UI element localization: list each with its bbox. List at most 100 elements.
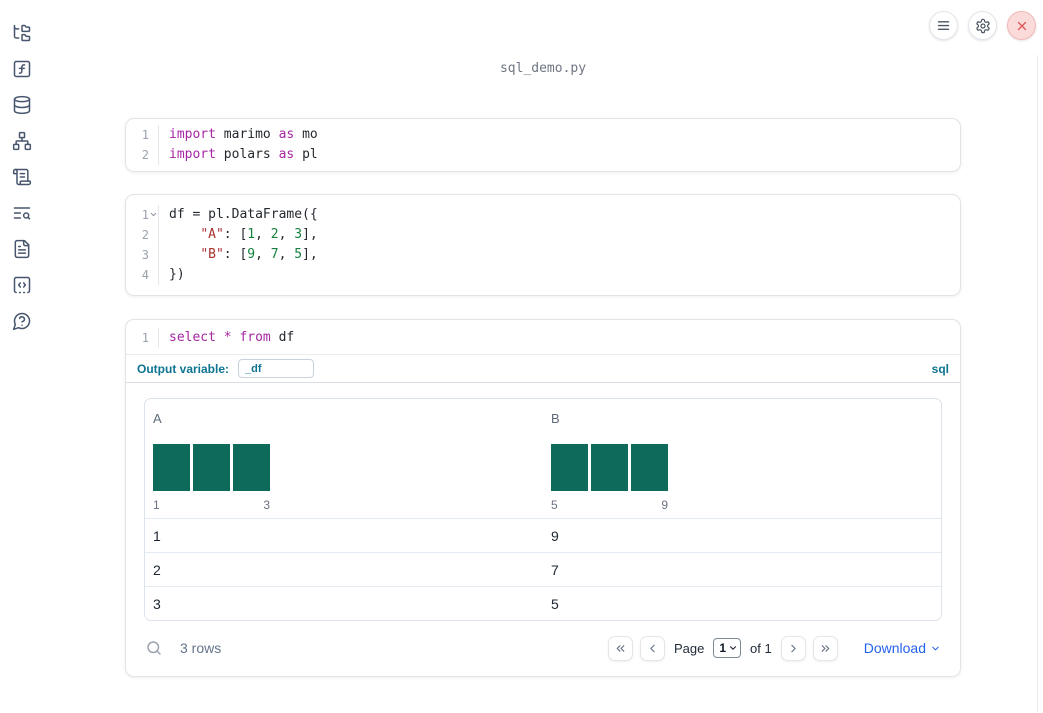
output-variable-input[interactable] [238,359,315,378]
column-b-header[interactable]: B 5 9 [543,411,941,512]
line-number: 1 [126,125,159,145]
code-text: "B": [9, 7, 5], [200,247,318,262]
notebook: sql_demo.py 1 import marimo as mo 2 import … [125,0,961,677]
table-footer: 3 rows Page 1 of 1 [144,630,942,666]
snippets-button[interactable] [10,275,34,295]
fold-chevron-icon[interactable] [149,210,158,219]
cell-value: 2 [153,561,161,578]
code-line[interactable]: 4}) [126,265,960,285]
code-line[interactable]: 2 import polars as pl [126,145,960,165]
code-editor[interactable]: 1 import marimo as mo 2 import polars as pl [126,125,960,165]
language-badge: sql [931,361,949,376]
hist-max-label: 9 [661,498,668,512]
documentation-button[interactable] [10,239,34,259]
help-circle-icon [12,312,31,331]
histogram-bar [551,444,588,491]
column-b-histogram [551,444,933,491]
download-button[interactable]: Download [864,640,941,656]
line-number: 1 [126,328,159,348]
notebook-filename[interactable]: sql_demo.py [499,61,587,76]
close-icon [1017,21,1026,30]
network-icon [12,131,32,151]
sql-cell: 1 select * from df Output variable: sql A… [125,319,961,677]
histogram-bar [631,444,668,491]
download-label: Download [863,640,926,656]
search-button[interactable] [145,639,163,657]
output-variable-label: Output variable: [137,361,230,376]
chevron-left-icon [650,644,655,652]
folder-tree-icon [13,24,31,42]
page-select[interactable]: 1 [713,638,742,658]
topbar [929,11,1036,40]
last-page-button[interactable] [812,635,838,661]
page-select-value: 1 [719,641,727,655]
chevron-down-icon [932,646,939,650]
hist-min-label: 5 [551,498,558,512]
chevrons-left-icon [616,644,625,652]
function-square-icon [13,60,31,78]
cell-value: 9 [551,527,559,544]
chevrons-right-icon [821,644,830,652]
code-text: import polars as pl [169,147,318,162]
code-text: }) [169,267,185,282]
code-line[interactable]: 1 import marimo as mo [126,125,960,145]
code-line[interactable]: 1 select * from df [126,328,960,348]
code-text: "A": [1, 2, 3], [200,227,318,242]
column-a-header[interactable]: A 1 3 [145,411,543,512]
variables-button[interactable] [10,59,34,79]
menu-button[interactable] [929,11,958,40]
dependencies-button[interactable] [10,131,34,151]
code-text: df = pl.DataFrame({ [169,207,318,222]
datasources-button[interactable] [10,95,34,115]
histogram-bar [153,444,190,491]
cell-output: A 1 3 B 5 9 [126,383,960,676]
gear-icon [975,18,990,33]
code-line[interactable]: 3 "B": [9, 7, 5], [126,245,960,265]
cell-value: 1 [153,527,161,544]
column-label: A [153,411,162,426]
code-line[interactable]: 1 df = pl.DataFrame({ [126,205,960,225]
text-search-icon [13,207,31,220]
page-total-label: of 1 [750,640,772,656]
line-number: 3 [126,245,159,265]
line-number: 2 [126,225,159,245]
code-square-icon [13,276,31,294]
histogram-bar [233,444,270,491]
chevron-right-icon [791,644,796,652]
settings-button[interactable] [968,11,997,40]
shutdown-button[interactable] [1007,11,1036,40]
help-button[interactable] [10,311,34,331]
column-label: B [551,411,560,426]
sidebar [0,0,44,713]
code-text: import marimo as mo [169,127,318,142]
scrollbar-track[interactable] [1037,55,1038,713]
sql-code-editor[interactable]: 1 select * from df [126,320,960,355]
line-number: 4 [126,265,159,285]
code-editor[interactable]: 1 df = pl.DataFrame({2 "A": [1, 2, 3], 3 "… [126,205,960,285]
code-cell-dataframe[interactable]: 1 df = pl.DataFrame({2 "A": [1, 2, 3], 3 "… [125,194,961,296]
scroll-icon [12,168,32,186]
previous-page-button[interactable] [639,635,665,661]
histogram-bar [193,444,230,491]
code-cell-imports[interactable]: 1 import marimo as mo 2 import polars as pl [125,118,961,172]
code-text: select * from df [169,330,295,345]
scratchpad-button[interactable] [10,167,34,187]
row-count: 3 rows [180,640,222,656]
search-icon [147,641,161,655]
page-label: Page [673,640,705,656]
first-page-button[interactable] [607,635,633,661]
logs-button[interactable] [10,203,34,223]
code-line[interactable]: 2 "A": [1, 2, 3], [126,225,960,245]
file-explorer-button[interactable] [10,23,34,43]
hist-min-label: 1 [153,498,160,512]
table-header: A 1 3 B 5 9 [145,399,941,518]
line-number: 1 [126,205,159,225]
cell-value: 5 [551,595,559,612]
cell-value: 7 [551,561,559,578]
next-page-button[interactable] [780,635,806,661]
